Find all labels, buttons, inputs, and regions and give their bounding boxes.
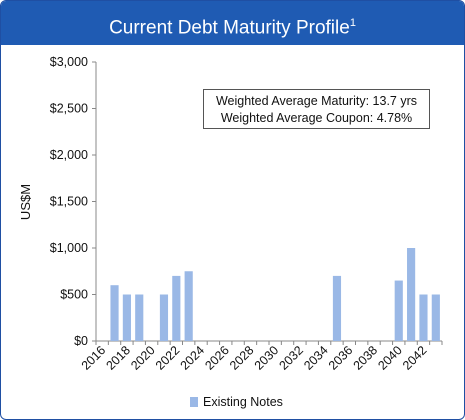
x-tick-label: 2020: [128, 343, 158, 373]
y-tick-label: $3,000: [50, 55, 88, 69]
x-tick-labels: 2016201820202022202420262028203020322034…: [79, 343, 430, 373]
y-tick-label: $500: [60, 288, 88, 302]
x-tick-label: 2026: [202, 343, 232, 373]
weighted-average-maturity: Weighted Average Maturity: 13.7 yrs: [215, 94, 418, 108]
x-tick-label: 2038: [351, 343, 381, 373]
chart-bars: [110, 248, 440, 341]
y-axis-label: US$M: [18, 184, 33, 220]
x-tick-label: 2024: [178, 343, 208, 373]
bar-2018: [122, 294, 131, 341]
legend-swatch: [190, 397, 198, 407]
y-tick-label: $1,500: [50, 195, 88, 209]
title-footnote: 1: [349, 17, 356, 29]
x-tick-label: 2032: [276, 343, 306, 373]
bar-2022: [172, 275, 181, 341]
y-tick-label: $2,500: [50, 102, 88, 116]
legend-label-existing-notes: Existing Notes: [203, 395, 283, 409]
y-tick-label: $1,000: [50, 241, 88, 255]
bar-2021: [159, 294, 169, 341]
bar-2019: [135, 294, 144, 341]
bar-2035: [332, 275, 342, 341]
y-tick-label: $0: [74, 334, 88, 348]
legend: Existing Notes: [190, 395, 283, 409]
chart-title: Current Debt Maturity Profile: [109, 17, 350, 39]
bar-2017: [110, 285, 119, 341]
bar-2043: [431, 294, 440, 341]
x-tick-label: 2034: [301, 343, 331, 373]
x-tick-label: 2036: [326, 343, 356, 373]
x-tick-label: 2022: [153, 343, 183, 373]
weighted-average-box: Weighted Average Maturity: 13.7 yrs Weig…: [203, 89, 430, 129]
y-tick-label: $2,000: [50, 148, 88, 162]
bar-2042: [419, 294, 428, 341]
y-tick-labels: $0 $500 $1,000 $1,500 $2,000 $2,500 $3,000: [50, 55, 88, 348]
chart-header: Current Debt Maturity Profile1: [1, 1, 464, 45]
bar-2040: [394, 280, 403, 341]
bar-2041: [407, 248, 416, 341]
bar-2023: [184, 271, 193, 341]
x-tick-label: 2018: [103, 343, 133, 373]
x-tick-label: 2042: [400, 343, 430, 373]
chart-axes: [92, 61, 443, 345]
x-tick-label: 2028: [227, 343, 257, 373]
x-tick-label: 2030: [252, 343, 282, 373]
weighted-average-coupon: Weighted Average Coupon: 4.78%: [220, 111, 413, 125]
x-tick-label: 2040: [375, 343, 405, 373]
